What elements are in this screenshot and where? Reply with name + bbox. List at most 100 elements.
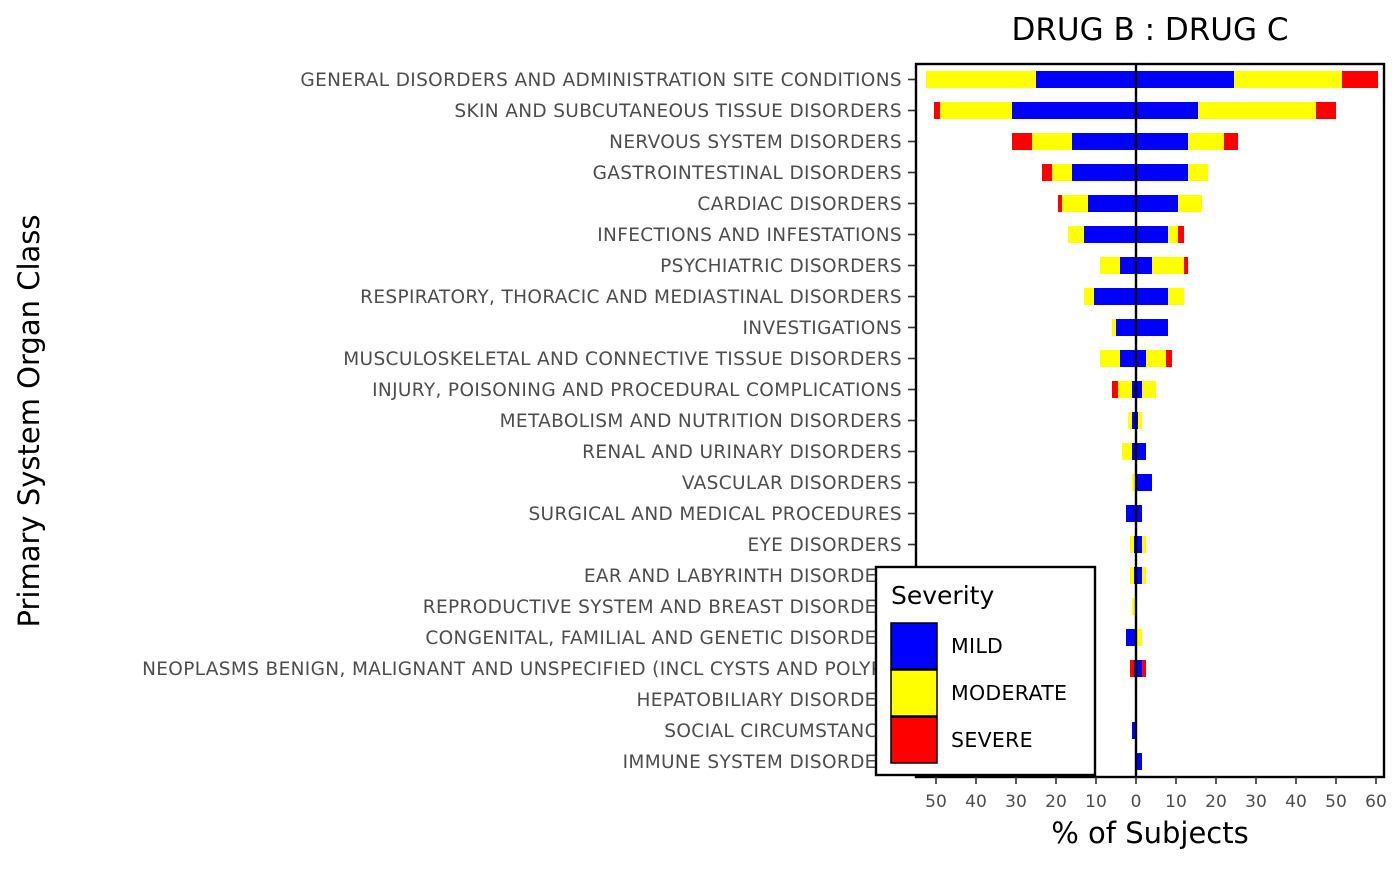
bar-mild-drug-b	[1088, 195, 1136, 212]
category-label: EYE DISORDERS	[747, 535, 902, 556]
bar-mild-drug-c	[1136, 381, 1142, 398]
bar-mild-drug-c	[1136, 319, 1168, 336]
x-tick-label: 10	[1085, 792, 1107, 812]
bar-moderate-drug-c	[1168, 288, 1184, 305]
bar-moderate-drug-b	[1118, 381, 1132, 398]
bar-severe-drug-c	[1342, 71, 1378, 88]
bar-moderate-drug-c	[1178, 195, 1202, 212]
bar-moderate-drug-b	[1062, 195, 1088, 212]
legend-label: SEVERE	[951, 728, 1033, 752]
bar-moderate-drug-c	[1188, 133, 1224, 150]
bar-mild-drug-c	[1136, 350, 1146, 367]
bar-mild-drug-b	[1120, 350, 1136, 367]
bar-mild-drug-c	[1136, 164, 1188, 181]
category-label: NERVOUS SYSTEM DISORDERS	[609, 132, 902, 153]
category-label: GENERAL DISORDERS AND ADMINISTRATION SIT…	[300, 70, 902, 91]
bar-moderate-drug-c	[1234, 71, 1342, 88]
bar-mild-drug-b	[1132, 412, 1136, 429]
bar-mild-drug-b	[1012, 102, 1136, 119]
category-label: SOCIAL CIRCUMSTANCES	[664, 721, 902, 742]
bar-moderate-drug-b	[1100, 350, 1120, 367]
bar-severe-drug-c	[1166, 350, 1172, 367]
category-label: CONGENITAL, FAMILIAL AND GENETIC DISORDE…	[425, 628, 902, 649]
legend-swatch-moderate	[890, 669, 938, 717]
bar-moderate-drug-b	[1132, 598, 1136, 615]
bar-moderate-drug-b	[1068, 226, 1084, 243]
x-tick-label: 30	[1245, 792, 1267, 812]
x-tick-label: 10	[1165, 792, 1187, 812]
bar-severe-drug-c	[1142, 660, 1146, 677]
legend-swatch-mild	[890, 622, 938, 670]
bar-moderate-drug-c	[1146, 350, 1166, 367]
legend-title: Severity	[891, 581, 994, 610]
category-labels: GENERAL DISORDERS AND ADMINISTRATION SIT…	[142, 70, 902, 773]
y-axis-title: Primary System Organ Class	[12, 215, 46, 628]
bar-mild-drug-c	[1136, 226, 1168, 243]
category-label: METABOLISM AND NUTRITION DISORDERS	[500, 411, 902, 432]
bar-moderate-drug-b	[940, 102, 1012, 119]
bar-moderate-drug-c	[1152, 257, 1184, 274]
category-label: VASCULAR DISORDERS	[682, 473, 902, 494]
category-label: GASTROINTESTINAL DISORDERS	[593, 163, 902, 184]
chart-title: DRUG B : DRUG C	[1011, 12, 1288, 48]
bar-mild-drug-c	[1136, 536, 1142, 553]
bar-mild-drug-c	[1136, 505, 1142, 522]
bar-mild-drug-b	[1132, 381, 1136, 398]
bar-severe-drug-b	[1130, 660, 1134, 677]
bars	[926, 71, 1378, 770]
bar-mild-drug-b	[1126, 505, 1136, 522]
category-label: HEPATOBILIARY DISORDERS	[636, 690, 902, 711]
legend-label: MODERATE	[951, 681, 1067, 705]
bar-moderate-drug-c	[1142, 567, 1146, 584]
bar-severe-drug-b	[1112, 381, 1118, 398]
bar-moderate-drug-b	[1128, 412, 1132, 429]
bar-severe-drug-b	[934, 102, 940, 119]
bar-mild-drug-c	[1136, 753, 1142, 770]
bar-moderate-drug-b	[1132, 474, 1136, 491]
category-label: REPRODUCTIVE SYSTEM AND BREAST DISORDERS	[423, 597, 902, 618]
plot-panel-border	[914, 62, 1386, 779]
bar-moderate-drug-c	[1198, 102, 1316, 119]
x-tick-label: 20	[1205, 792, 1227, 812]
legend: Severity MILD MODERATE SEVERE	[874, 565, 1097, 777]
bar-mild-drug-b	[1126, 629, 1136, 646]
bar-mild-drug-c	[1136, 71, 1234, 88]
x-axis-title: % of Subjects	[1051, 816, 1248, 850]
bar-mild-drug-b	[1084, 226, 1136, 243]
category-label: MUSCULOSKELETAL AND CONNECTIVE TISSUE DI…	[343, 349, 902, 370]
bar-moderate-drug-b	[1130, 567, 1134, 584]
bar-severe-drug-b	[1042, 164, 1052, 181]
category-label: RESPIRATORY, THORACIC AND MEDIASTINAL DI…	[360, 287, 902, 308]
bar-moderate-drug-c	[1142, 381, 1156, 398]
legend-label: MILD	[951, 634, 1003, 658]
bar-moderate-drug-b	[1130, 536, 1134, 553]
bar-moderate-drug-b	[1032, 133, 1072, 150]
bar-mild-drug-c	[1136, 474, 1152, 491]
bar-mild-drug-b	[1132, 443, 1136, 460]
bar-moderate-drug-b	[1100, 257, 1120, 274]
category-label: RENAL AND URINARY DISORDERS	[582, 442, 902, 463]
bar-moderate-drug-c	[1136, 629, 1142, 646]
bar-moderate-drug-c	[1188, 164, 1208, 181]
bar-moderate-drug-c	[1142, 536, 1146, 553]
legend-entries: MILD MODERATE SEVERE	[890, 622, 1067, 764]
bar-mild-drug-b	[1072, 133, 1136, 150]
category-label: NEOPLASMS BENIGN, MALIGNANT AND UNSPECIF…	[142, 659, 902, 680]
x-axis-ticks: 50 40 30 20 10 0 10 20 30 40 50 60	[925, 777, 1387, 812]
bar-mild-drug-c	[1136, 567, 1142, 584]
x-tick-label: 50	[925, 792, 947, 812]
x-tick-label: 40	[1285, 792, 1307, 812]
category-label: EAR AND LABYRINTH DISORDERS	[584, 566, 902, 587]
bar-mild-drug-c	[1136, 257, 1152, 274]
bar-mild-drug-c	[1136, 133, 1188, 150]
legend-swatch-severe	[890, 716, 938, 764]
bar-mild-drug-b	[1036, 71, 1136, 88]
category-label: INFECTIONS AND INFESTATIONS	[597, 225, 902, 246]
bar-moderate-drug-b	[1084, 288, 1094, 305]
bar-mild-drug-b	[1132, 722, 1136, 739]
x-tick-label: 30	[1005, 792, 1027, 812]
bar-mild-drug-b	[1120, 257, 1136, 274]
bar-severe-drug-c	[1178, 226, 1184, 243]
category-label: PSYCHIATRIC DISORDERS	[660, 256, 902, 277]
